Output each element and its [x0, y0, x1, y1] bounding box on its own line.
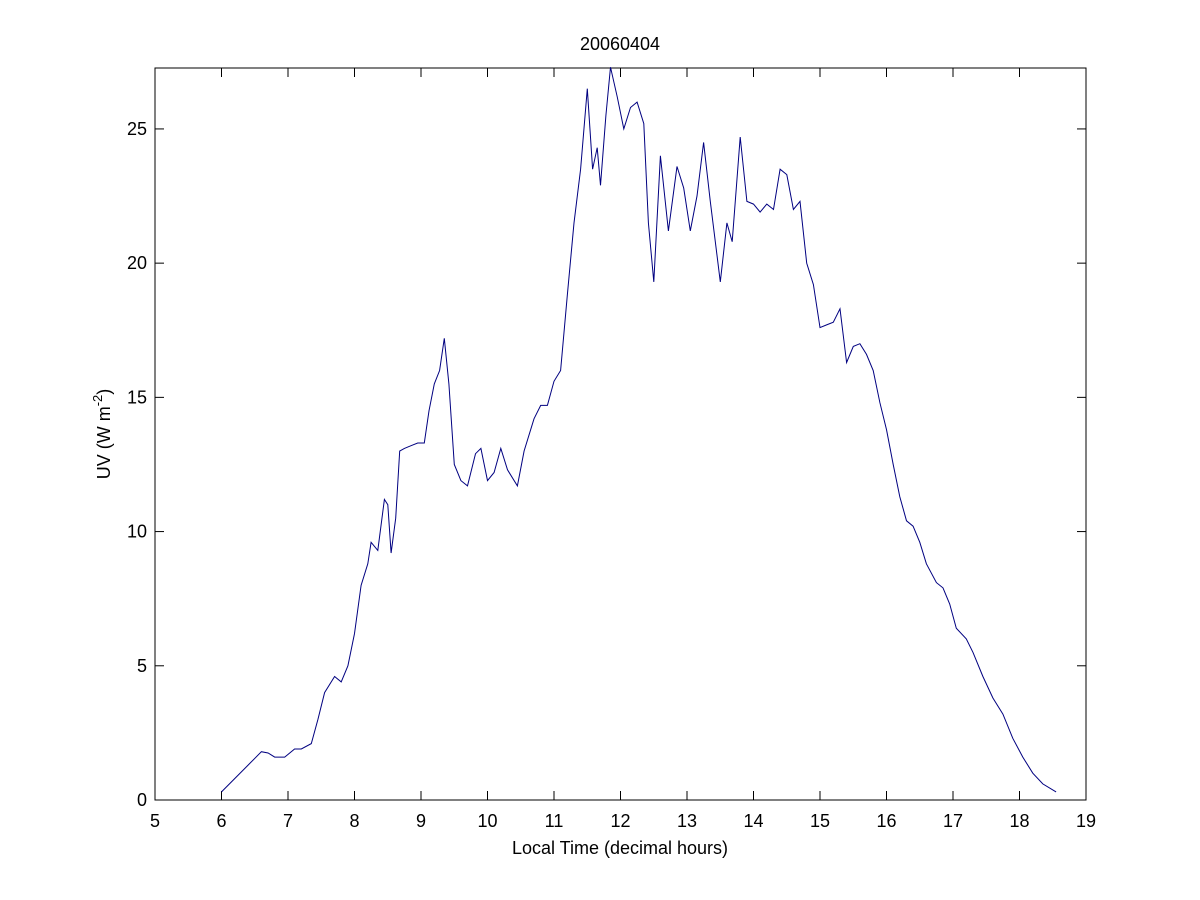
x-tick-label: 9 [416, 811, 426, 831]
data-line [221, 67, 1057, 793]
x-tick-label: 7 [283, 811, 293, 831]
y-tick-label: 25 [127, 119, 147, 139]
chart-title: 20060404 [580, 34, 660, 54]
y-tick-label: 5 [137, 656, 147, 676]
y-tick-label: 15 [127, 387, 147, 407]
x-tick-label: 6 [216, 811, 226, 831]
x-tick-label: 12 [610, 811, 630, 831]
x-tick-label: 11 [545, 811, 564, 831]
x-tick-label: 17 [943, 811, 963, 831]
x-tick-label: 14 [743, 811, 763, 831]
y-tick-label: 10 [127, 522, 147, 542]
y-tick-label: 0 [137, 790, 147, 810]
x-tick-label: 13 [677, 811, 697, 831]
x-tick-label: 5 [150, 811, 160, 831]
y-axis-label-text: UV (W m [94, 406, 114, 479]
plot-frame [154, 67, 1087, 801]
y-axis-label: UV (W m-2) [90, 389, 114, 480]
x-tick-label: 8 [349, 811, 359, 831]
x-tick-label: 15 [810, 811, 830, 831]
x-axis-label: Local Time (decimal hours) [512, 838, 728, 858]
x-tick-label: 16 [876, 811, 896, 831]
x-tick-label: 18 [1009, 811, 1029, 831]
y-tick-label: 20 [127, 253, 147, 273]
x-tick-label: 10 [477, 811, 497, 831]
y-axis-label-suffix: ) [94, 389, 114, 395]
x-tick-label: 19 [1076, 811, 1096, 831]
y-axis-label-superscript: -2 [90, 395, 105, 407]
